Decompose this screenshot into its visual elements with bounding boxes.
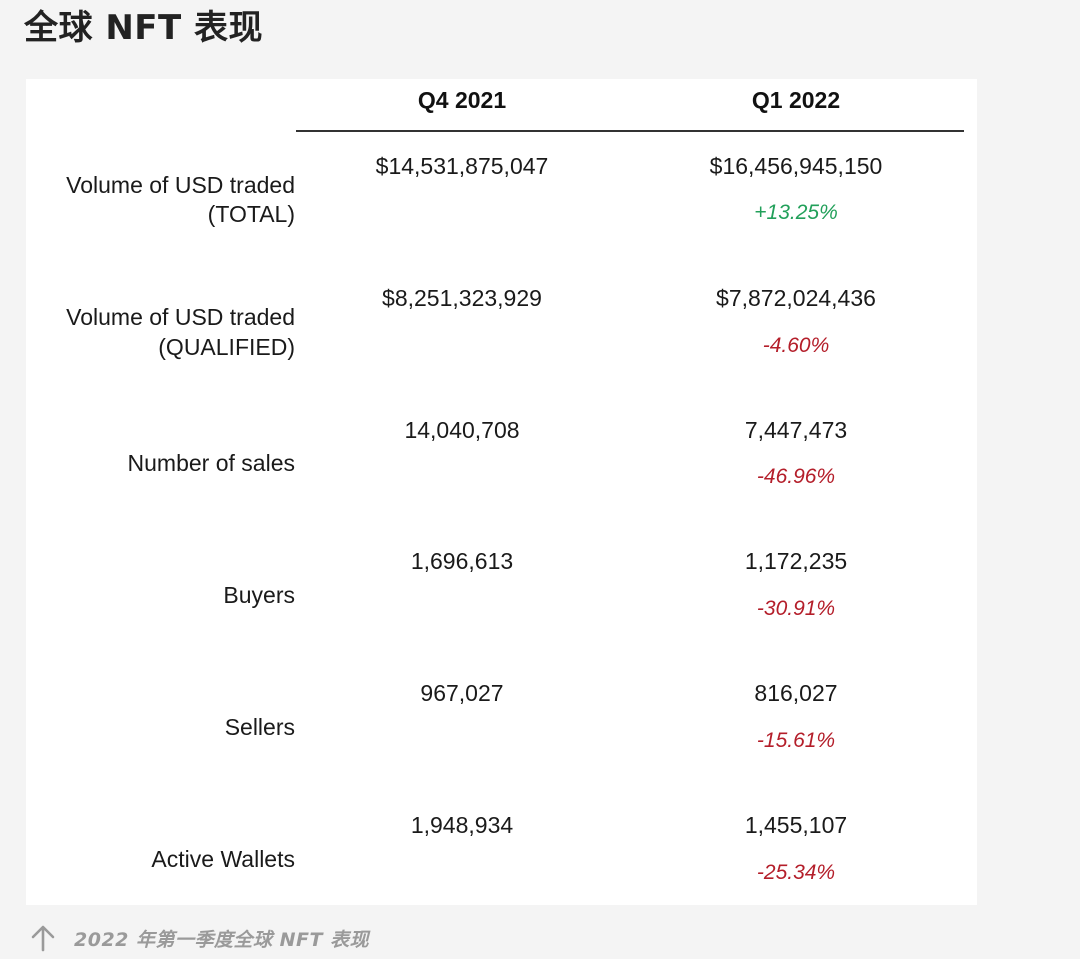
page-title: 全球 NFT 表现 bbox=[24, 8, 264, 48]
nft-performance-table-image bbox=[26, 79, 977, 905]
row-label-volume-total-line2: (TOTAL) bbox=[207, 201, 295, 227]
cell-number-of-sales-change: -46.96% bbox=[756, 465, 836, 488]
cell-buyers-q1: 1,172,235 bbox=[744, 548, 848, 574]
cell-buyers-change: -30.91% bbox=[756, 597, 836, 620]
cell-volume-qualified-change: -4.60% bbox=[762, 334, 830, 357]
header-divider bbox=[296, 130, 964, 132]
cell-buyers-q4: 1,696,613 bbox=[410, 548, 514, 574]
cell-sellers-q4: 967,027 bbox=[420, 680, 504, 706]
cell-active-wallets-change: -25.34% bbox=[756, 861, 836, 884]
cell-number-of-sales-q4: 14,040,708 bbox=[404, 417, 520, 443]
row-label-sellers: Sellers bbox=[224, 714, 295, 740]
row-label-active-wallets: Active Wallets bbox=[151, 846, 295, 872]
caption-text: 2022 年第一季度全球 NFT 表现 bbox=[74, 928, 370, 951]
cell-number-of-sales-q1: 7,447,473 bbox=[744, 417, 848, 443]
row-label-buyers: Buyers bbox=[223, 582, 295, 608]
cell-sellers-change: -15.61% bbox=[756, 729, 836, 752]
row-label-volume-total-line1: Volume of USD traded bbox=[66, 172, 295, 198]
cell-sellers-q1: 816,027 bbox=[754, 680, 838, 706]
cell-volume-total-q4: $14,531,875,047 bbox=[375, 153, 549, 179]
row-label-volume-qualified-line1: Volume of USD traded bbox=[66, 304, 295, 330]
cell-active-wallets-q1: 1,455,107 bbox=[744, 812, 848, 838]
column-header-q4-2021: Q4 2021 bbox=[417, 87, 507, 113]
cell-active-wallets-q4: 1,948,934 bbox=[410, 812, 514, 838]
column-header-q1-2022: Q1 2022 bbox=[751, 87, 841, 113]
cell-volume-qualified-q1: $7,872,024,436 bbox=[716, 285, 876, 311]
cell-volume-total-change: +13.25% bbox=[754, 201, 838, 224]
row-label-volume-qualified-line2: (QUALIFIED) bbox=[158, 334, 295, 360]
row-label-number-of-sales: Number of sales bbox=[127, 450, 295, 476]
arrow-up-icon bbox=[30, 924, 56, 952]
cell-volume-total-q1: $16,456,945,150 bbox=[709, 153, 883, 179]
image-caption: 2022 年第一季度全球 NFT 表现 bbox=[30, 922, 369, 954]
cell-volume-qualified-q4: $8,251,323,929 bbox=[382, 285, 542, 311]
